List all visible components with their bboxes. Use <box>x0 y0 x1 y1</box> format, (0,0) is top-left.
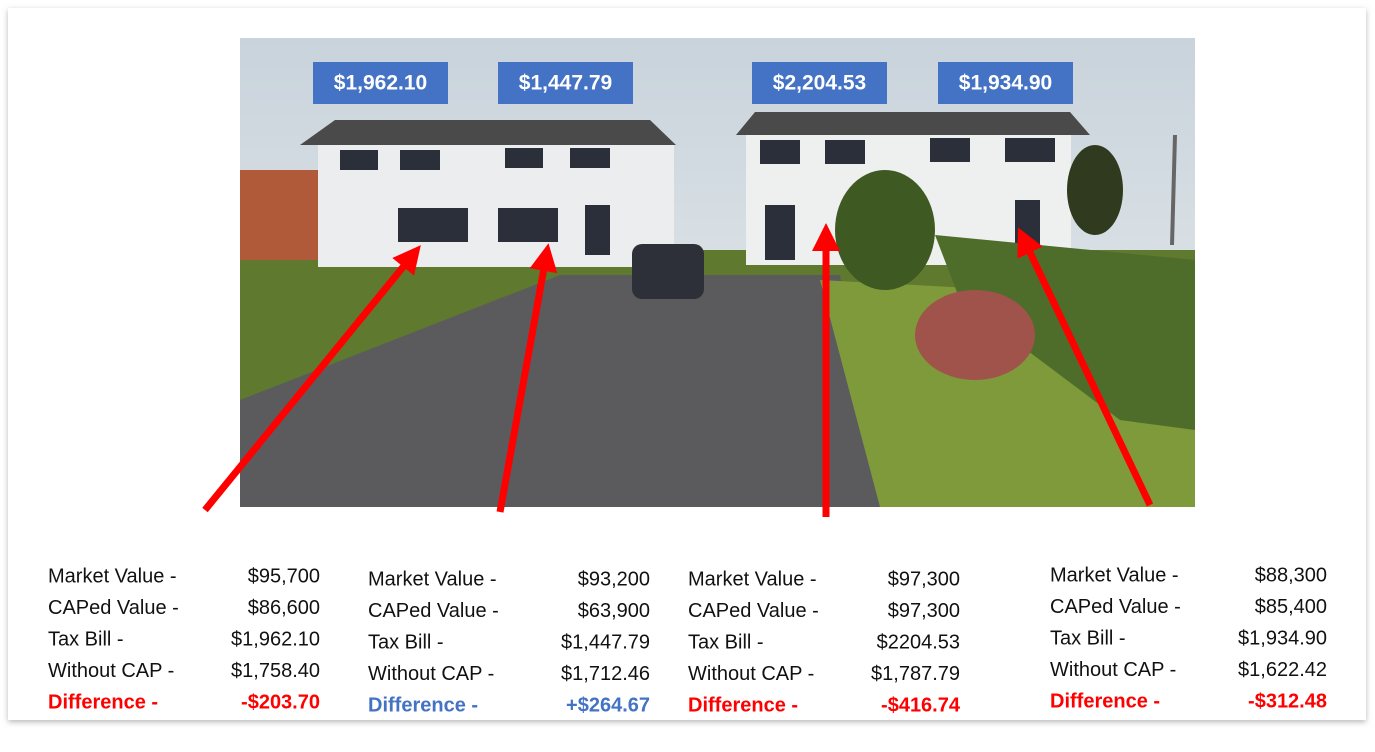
row-label: Tax Bill - <box>688 631 764 653</box>
row-label: Tax Bill - <box>1050 627 1126 649</box>
price-tag: $1,447.79 <box>519 72 612 95</box>
row-value: $97,300 <box>888 600 960 622</box>
row-value: $1,712.46 <box>561 663 650 685</box>
row-value: $2204.53 <box>877 631 960 653</box>
row-value: $1,758.40 <box>231 660 320 682</box>
row-label: Tax Bill - <box>48 628 124 650</box>
row-label: CAPed Value - <box>1050 596 1181 618</box>
slide: $1,962.10 $1,447.79 $2,204.53 $1,934.90 Mar… <box>0 0 1375 747</box>
row-value: -$416.74 <box>881 694 961 716</box>
row-label: Without CAP - <box>1050 659 1176 681</box>
row-label: Tax Bill - <box>368 631 444 653</box>
row-value: $1,447.79 <box>561 631 650 653</box>
row-value: -$203.70 <box>241 691 320 713</box>
row-label: Market Value - <box>1050 564 1179 586</box>
row-label: Without CAP - <box>368 663 494 685</box>
row-label: Market Value - <box>368 568 497 590</box>
row-label: Difference - <box>688 694 798 716</box>
row-value: $1,787.79 <box>871 663 960 685</box>
price-tag: $1,934.90 <box>959 72 1052 95</box>
price-tag: $2,204.53 <box>773 72 866 95</box>
row-value: $88,300 <box>1255 564 1327 586</box>
row-label: Difference - <box>1050 690 1160 712</box>
row-value: $63,900 <box>578 600 650 622</box>
row-value: -$312.48 <box>1248 690 1327 712</box>
row-label: Without CAP - <box>48 660 174 682</box>
row-value: +$264.67 <box>566 694 650 716</box>
row-label: CAPed Value - <box>688 600 819 622</box>
row-value: $1,962.10 <box>231 628 320 650</box>
row-value: $86,600 <box>248 597 320 619</box>
page: $1,962.10 $1,447.79 $2,204.53 $1,934.90 Mar… <box>0 0 1375 747</box>
row-label: CAPed Value - <box>48 597 179 619</box>
row-label: Difference - <box>48 691 158 713</box>
row-label: Without CAP - <box>688 663 814 685</box>
row-label: Market Value - <box>688 568 817 590</box>
row-value: $93,200 <box>578 568 650 590</box>
row-value: $1,934.90 <box>1238 627 1327 649</box>
photo <box>240 38 1195 507</box>
row-value: $1,622.42 <box>1238 659 1327 681</box>
row-value: $85,400 <box>1255 596 1327 618</box>
price-tag: $1,962.10 <box>334 72 427 95</box>
row-label: Market Value - <box>48 565 177 587</box>
row-value: $95,700 <box>248 565 320 587</box>
row-value: $97,300 <box>888 568 960 590</box>
row-label: CAPed Value - <box>368 600 499 622</box>
row-label: Difference - <box>368 694 478 716</box>
